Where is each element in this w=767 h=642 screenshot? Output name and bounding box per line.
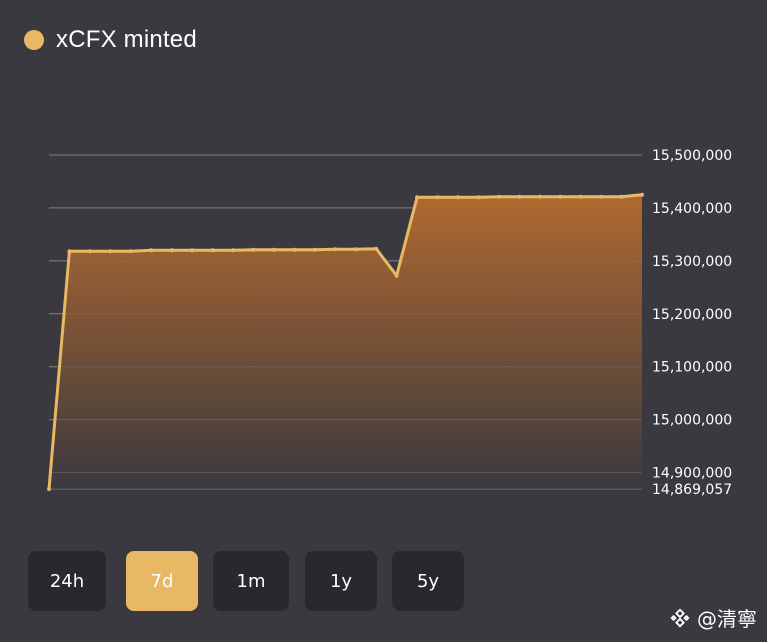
data-point[interactable] xyxy=(415,195,420,200)
legend-color-dot xyxy=(24,30,44,50)
data-point[interactable] xyxy=(231,248,235,253)
data-point[interactable] xyxy=(374,246,379,251)
y-tick-label: 15,000,000 xyxy=(652,413,732,429)
data-point[interactable] xyxy=(578,194,583,199)
data-point[interactable] xyxy=(108,249,113,254)
data-point[interactable] xyxy=(47,487,51,491)
data-point[interactable] xyxy=(210,248,215,253)
y-tick-label: 14,900,000 xyxy=(652,466,732,482)
data-point[interactable] xyxy=(312,247,317,252)
range-button-5y[interactable]: 5y xyxy=(392,551,464,611)
range-button-1y[interactable]: 1y xyxy=(305,551,377,611)
y-tick-label: 15,500,000 xyxy=(652,148,732,164)
area-chart: 15,500,000 15,400,000 15,300,000 15,200,000… xyxy=(47,148,732,498)
data-point[interactable] xyxy=(169,248,174,253)
data-point[interactable] xyxy=(251,247,256,252)
data-point[interactable] xyxy=(353,247,358,252)
data-point[interactable] xyxy=(435,195,440,200)
range-button-7d[interactable]: 7d xyxy=(126,551,198,611)
y-tick-label: 15,400,000 xyxy=(652,201,732,217)
data-point[interactable] xyxy=(496,194,501,199)
data-point[interactable] xyxy=(333,247,338,252)
data-point[interactable] xyxy=(149,248,154,253)
data-point[interactable] xyxy=(537,194,542,199)
data-point[interactable] xyxy=(619,194,624,199)
y-tick-label: 15,200,000 xyxy=(652,307,732,323)
y-tick-label: 15,100,000 xyxy=(652,360,732,376)
watermark-text: @清寧 xyxy=(697,607,757,631)
series-line xyxy=(47,193,643,490)
data-point[interactable] xyxy=(517,194,522,199)
data-point[interactable] xyxy=(599,194,604,199)
y-tick-label: 14,869,057 xyxy=(652,482,732,498)
data-point[interactable] xyxy=(558,194,563,199)
data-point[interactable] xyxy=(128,249,133,254)
data-point[interactable] xyxy=(271,247,276,252)
binance-logo-icon xyxy=(670,607,690,628)
range-button-1m[interactable]: 1m xyxy=(213,551,289,611)
series-area xyxy=(49,194,642,489)
legend-label: xCFX minted xyxy=(56,26,197,53)
data-point[interactable] xyxy=(292,247,297,252)
y-tick-label: 15,300,000 xyxy=(652,254,732,270)
data-point[interactable] xyxy=(67,249,72,254)
data-point[interactable] xyxy=(640,192,644,197)
watermark: @清寧 xyxy=(669,603,757,632)
data-point[interactable] xyxy=(394,273,399,278)
data-point[interactable] xyxy=(456,195,460,200)
data-points xyxy=(47,192,644,491)
legend[interactable]: xCFX minted xyxy=(24,26,197,54)
data-point[interactable] xyxy=(87,249,92,254)
data-point[interactable] xyxy=(190,248,195,253)
data-point[interactable] xyxy=(476,195,481,200)
y-axis-labels: 15,500,000 15,400,000 15,300,000 15,200,000… xyxy=(652,148,732,498)
range-button-24h[interactable]: 24h xyxy=(28,551,106,611)
gridlines-overlay xyxy=(49,154,642,490)
